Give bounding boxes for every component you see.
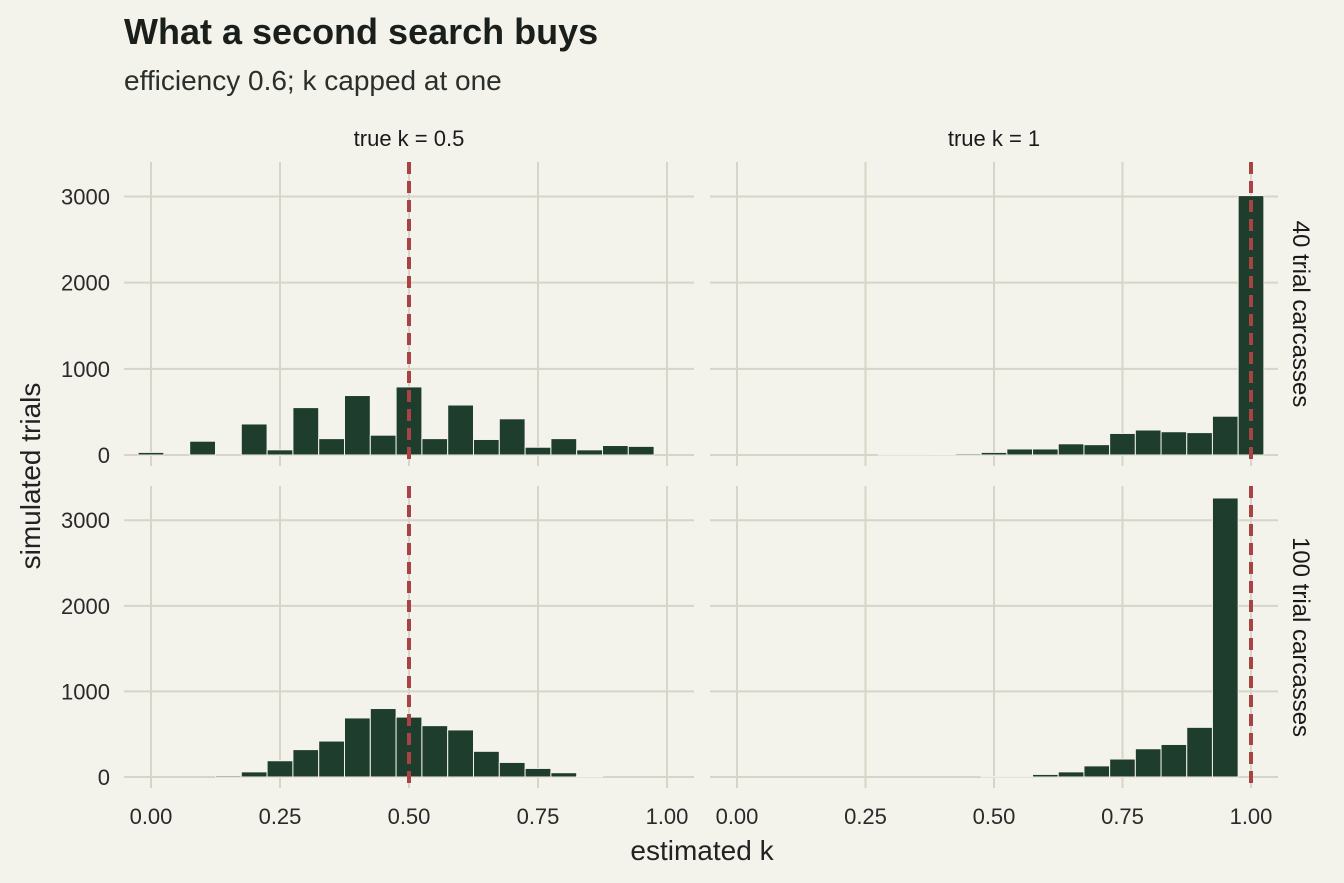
column-strip-label: true k = 1 — [948, 126, 1040, 151]
histogram-bar — [266, 449, 294, 456]
histogram-bar — [266, 760, 294, 778]
y-tick-label: 2000 — [61, 271, 110, 296]
histogram-bar — [1032, 773, 1059, 778]
histogram-bar — [344, 717, 371, 778]
column-strip-label: true k = 0.5 — [354, 126, 465, 151]
histogram-bar — [954, 453, 982, 456]
x-tick-label: 0.25 — [259, 804, 302, 829]
x-tick-label: 0.00 — [716, 804, 759, 829]
histogram-bar — [602, 445, 629, 456]
histogram-bar — [189, 440, 216, 456]
histogram-bar — [1083, 444, 1111, 456]
histogram-bar — [1160, 743, 1188, 778]
x-tick-label: 0.75 — [1101, 804, 1144, 829]
histogram-bar — [627, 445, 655, 456]
histogram-bar — [1160, 431, 1188, 456]
y-tick-label: 1000 — [61, 679, 110, 704]
y-tick-label: 1000 — [61, 357, 110, 382]
histogram-bar — [524, 446, 552, 456]
histogram-bar — [1211, 415, 1239, 456]
histogram-bar — [1134, 429, 1162, 456]
histogram-bar — [1109, 432, 1136, 456]
histogram-bar — [369, 434, 397, 456]
histogram-bar — [1006, 448, 1034, 456]
panel — [710, 162, 1278, 466]
histogram-bar — [318, 438, 346, 456]
histogram-bar — [1057, 771, 1085, 778]
panels-layer: true k = 0.5 true k = 1 40 trial carcasses… — [61, 126, 1314, 829]
chart-title: What a second search buys — [124, 11, 598, 52]
row-strip-label: 100 trial carcasses — [1287, 537, 1314, 737]
histogram-bar — [137, 451, 165, 456]
histogram-bar — [318, 740, 346, 778]
x-axis-label: estimated k — [630, 835, 774, 866]
histogram-bar — [576, 775, 604, 778]
histogram-bar — [1186, 726, 1213, 778]
histogram-bar — [421, 725, 449, 778]
histogram-bar — [550, 438, 578, 456]
histogram-bar — [550, 772, 578, 778]
histogram-bar — [473, 438, 500, 456]
histogram-bar — [292, 749, 320, 778]
panel — [124, 162, 694, 466]
y-tick-label: 3000 — [61, 508, 110, 533]
y-tick-label: 2000 — [61, 594, 110, 619]
histogram-bar — [447, 404, 475, 456]
histogram-bar — [292, 407, 320, 456]
histogram-bar — [1083, 765, 1111, 778]
histogram-bar — [1032, 448, 1059, 456]
histogram-bar — [473, 750, 500, 778]
histogram-bar — [447, 729, 475, 778]
histogram-bar — [421, 438, 449, 456]
x-tick-label: 0.25 — [844, 804, 887, 829]
histogram-bar — [498, 761, 526, 778]
histogram-bar — [240, 423, 268, 456]
histogram-bar — [395, 716, 423, 778]
histogram-bar — [980, 451, 1008, 456]
panel — [124, 486, 694, 788]
histogram-bar — [1186, 432, 1213, 456]
histogram-bar — [1057, 443, 1085, 456]
x-tick-label: 0.00 — [130, 804, 173, 829]
y-tick-label: 0 — [98, 443, 110, 468]
x-tick-label: 0.50 — [973, 804, 1016, 829]
x-tick-label: 1.00 — [646, 804, 689, 829]
y-tick-label: 0 — [98, 765, 110, 790]
histogram-bar — [524, 767, 552, 778]
histogram-bar — [929, 453, 956, 456]
chart-subtitle: efficiency 0.6; k capped at one — [124, 65, 502, 96]
histogram-bar — [1211, 497, 1239, 778]
histogram-bar — [1134, 748, 1162, 778]
x-tick-label: 0.50 — [388, 804, 431, 829]
y-tick-label: 3000 — [61, 184, 110, 209]
row-strip-label: 40 trial carcasses — [1287, 221, 1314, 408]
histogram-bar — [240, 771, 268, 778]
histogram-bar — [215, 775, 242, 778]
histogram-bar — [576, 449, 604, 456]
histogram-bar — [1109, 758, 1136, 778]
panel — [710, 486, 1278, 788]
x-tick-label: 0.75 — [517, 804, 560, 829]
histogram-bar — [344, 395, 371, 456]
y-axis-label: simulated trials — [15, 383, 46, 570]
histogram-bar — [498, 418, 526, 456]
histogram-bar — [369, 708, 397, 778]
x-tick-label: 1.00 — [1230, 804, 1273, 829]
